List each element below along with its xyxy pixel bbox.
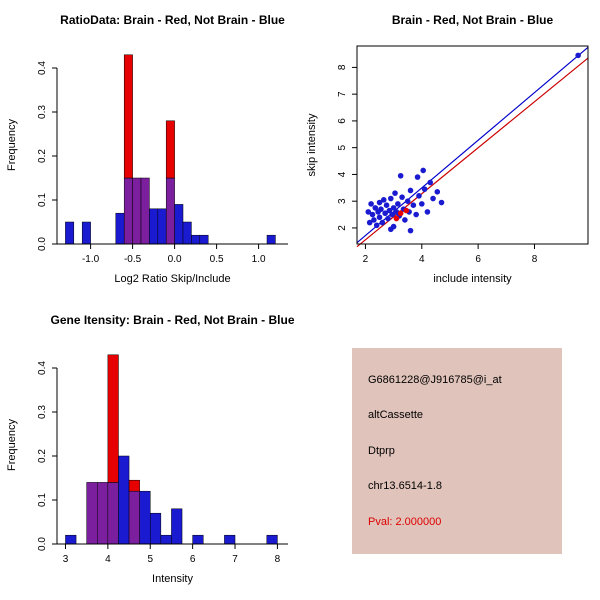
y-axis-label: Frequency [6,419,18,471]
x-tick-label: 4 [105,554,111,565]
x-tick-label: 7 [232,554,238,565]
x-tick-label: 8 [532,254,538,265]
ratio_hist-chart: -1.0 -0.5 0.0 0.5 1.0 0.0 0.1 0.2 0.3 0.4 RatioDat… [6,13,288,285]
annotation-panel: G6861228@J916785@i_at altCassette Dtprp … [300,300,600,600]
y-tick-label: 7 [337,91,348,97]
x-tick-label: 8 [275,554,281,565]
scatter-points [365,52,581,234]
y-tick-label: 0.4 [37,61,48,75]
axes [52,367,288,549]
x-tick-label: 4 [419,254,425,265]
x-axis-label: Log2 Ratio Skip/Include [114,273,230,285]
x-tick-label: 0.5 [210,254,224,265]
y-tick-label: 5 [337,144,348,150]
y-tick-label: 0.1 [37,193,48,207]
y-tick-label: 6 [337,118,348,124]
y-tick-label: 0.2 [37,149,48,163]
probe-info-box: G6861228@J916785@i_at altCassette Dtprp … [352,348,562,554]
histogram-bars [65,54,276,245]
x-axis-label: include intensity [433,273,512,285]
y-tick-label: 2 [337,225,348,231]
y-tick-label: 0.3 [37,105,48,119]
y-axis-label: Frequency [6,119,18,171]
chart-title: RatioData: Brain - Red, Not Brain - Blue [60,13,285,27]
probe-id-text: G6861228@J916785@i_at [368,374,502,386]
y-tick-label: 0.2 [37,449,48,463]
pval-text: Pval: 2.000000 [368,515,442,528]
ratio-histogram-panel: -1.0 -0.5 0.0 0.5 1.0 0.0 0.1 0.2 0.3 0.4 RatioDat… [0,0,300,300]
intensity-scatter-panel: 2 4 6 8 2 3 4 5 6 7 8 Brain - Red, Not Brain - Blue… [300,0,600,300]
x-tick-label: 0.0 [168,254,182,265]
y-tick-label: 0.1 [37,493,48,507]
chart-title: Gene Itensity: Brain - Red, Not Brain - … [50,313,294,327]
chart-title: Brain - Red, Not Brain - Blue [392,13,554,27]
y-tick-label: 0.3 [37,405,48,419]
y-tick-label: 0.4 [37,361,48,375]
y-tick-label: 0.0 [37,537,48,551]
y-axis-label: skip intensity [306,113,318,176]
event-type-text: altCassette [368,409,424,422]
x-tick-label: -1.0 [82,254,100,265]
scatter-chart: 2 4 6 8 2 3 4 5 6 7 8 Brain - Red, Not Brain - Blue… [306,13,589,285]
locus-text: chr13.6514-1.8 [368,480,442,493]
x-axis-label: Intensity [152,573,193,585]
y-tick-label: 4 [337,171,348,177]
y-tick-label: 8 [337,64,348,70]
x-tick-label: 1.0 [252,254,266,265]
gene_hist-chart: 3 4 5 6 7 8 0.0 0.1 0.2 0.3 0.4 Gene Itensity: Brai… [6,313,295,585]
x-tick-label: -0.5 [124,254,142,265]
x-tick-label: 6 [475,254,481,265]
y-tick-label: 0.0 [37,237,48,251]
x-tick-label: 3 [63,554,69,565]
axes [352,45,589,249]
x-tick-label: 2 [363,254,369,265]
gene-name-text: Dtprp [368,444,395,457]
x-tick-label: 5 [147,554,153,565]
histogram-bars [65,354,278,545]
x-tick-label: 6 [190,554,196,565]
y-tick-label: 3 [337,198,348,204]
axes [52,67,288,249]
fit-line-red [356,57,589,248]
gene-intensity-histogram-panel: 3 4 5 6 7 8 0.0 0.1 0.2 0.3 0.4 Gene Itensity: Brai… [0,300,300,600]
